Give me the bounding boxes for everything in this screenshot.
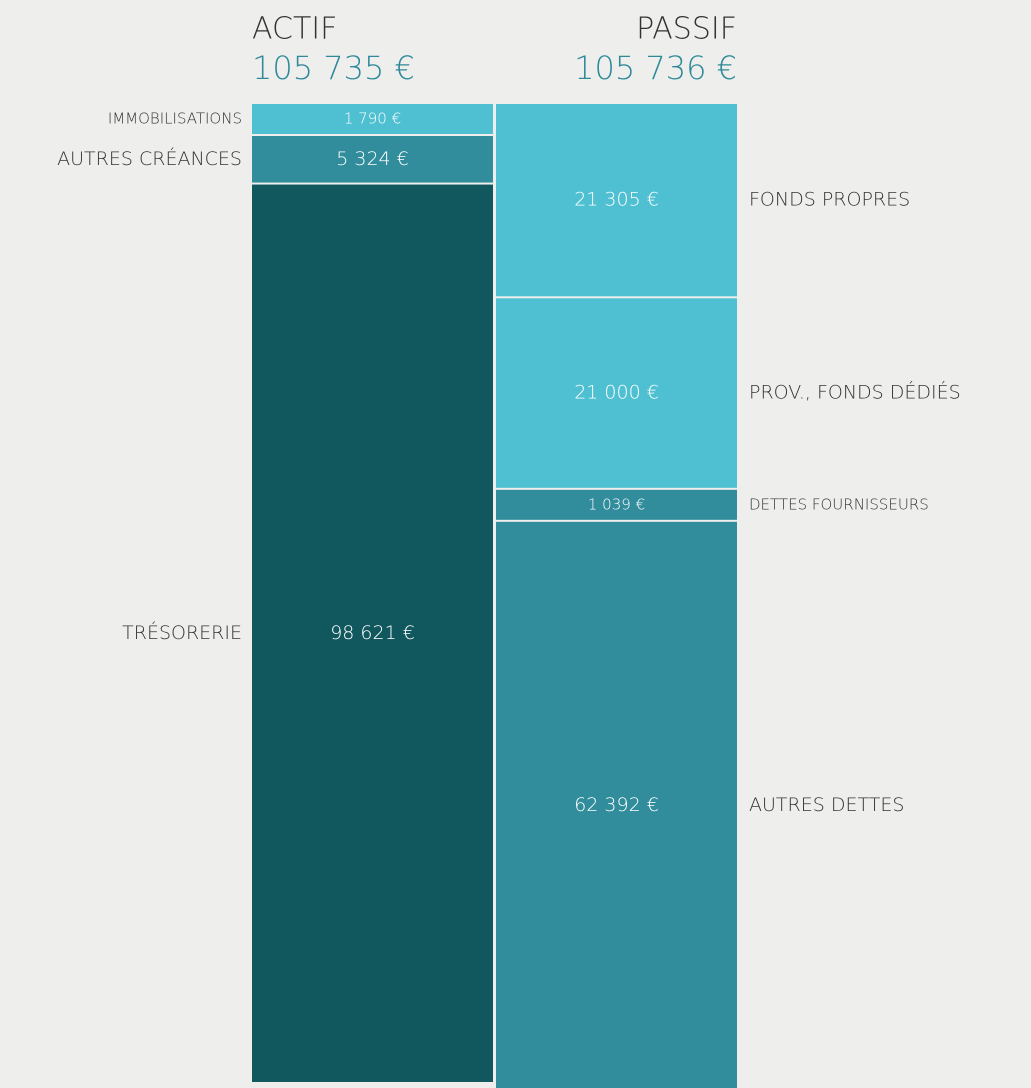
segment-name: IMMOBILISATIONS xyxy=(108,110,242,128)
segment-name: FONDS PROPRES xyxy=(749,189,910,211)
segment-name: DETTES FOURNISSEURS xyxy=(749,495,929,513)
value-label: 1 039 € xyxy=(588,495,645,513)
value-label: 21 305 € xyxy=(574,189,659,211)
value-label: 5 324 € xyxy=(336,148,409,170)
column-total: 105 735 € xyxy=(252,49,415,87)
segment xyxy=(496,489,737,520)
column-total: 105 736 € xyxy=(574,49,737,87)
value-label: 98 621 € xyxy=(330,622,415,644)
value-label: 62 392 € xyxy=(574,794,659,816)
column-title: PASSIF xyxy=(636,12,737,47)
segment-name: PROV., FONDS DÉDIÉS xyxy=(749,381,961,404)
segment xyxy=(252,104,493,134)
column-title: ACTIF xyxy=(252,12,337,47)
segment xyxy=(496,521,737,1088)
segment xyxy=(496,298,737,488)
value-label: 21 000 € xyxy=(574,382,659,404)
segment-name: AUTRES CRÉANCES xyxy=(57,147,242,170)
segment xyxy=(252,136,493,183)
segment-name: TRÉSORERIE xyxy=(122,621,242,644)
segment xyxy=(252,184,493,1082)
value-label: 1 790 € xyxy=(344,110,401,128)
segment-name: AUTRES DETTES xyxy=(749,794,904,816)
segment xyxy=(496,104,737,297)
